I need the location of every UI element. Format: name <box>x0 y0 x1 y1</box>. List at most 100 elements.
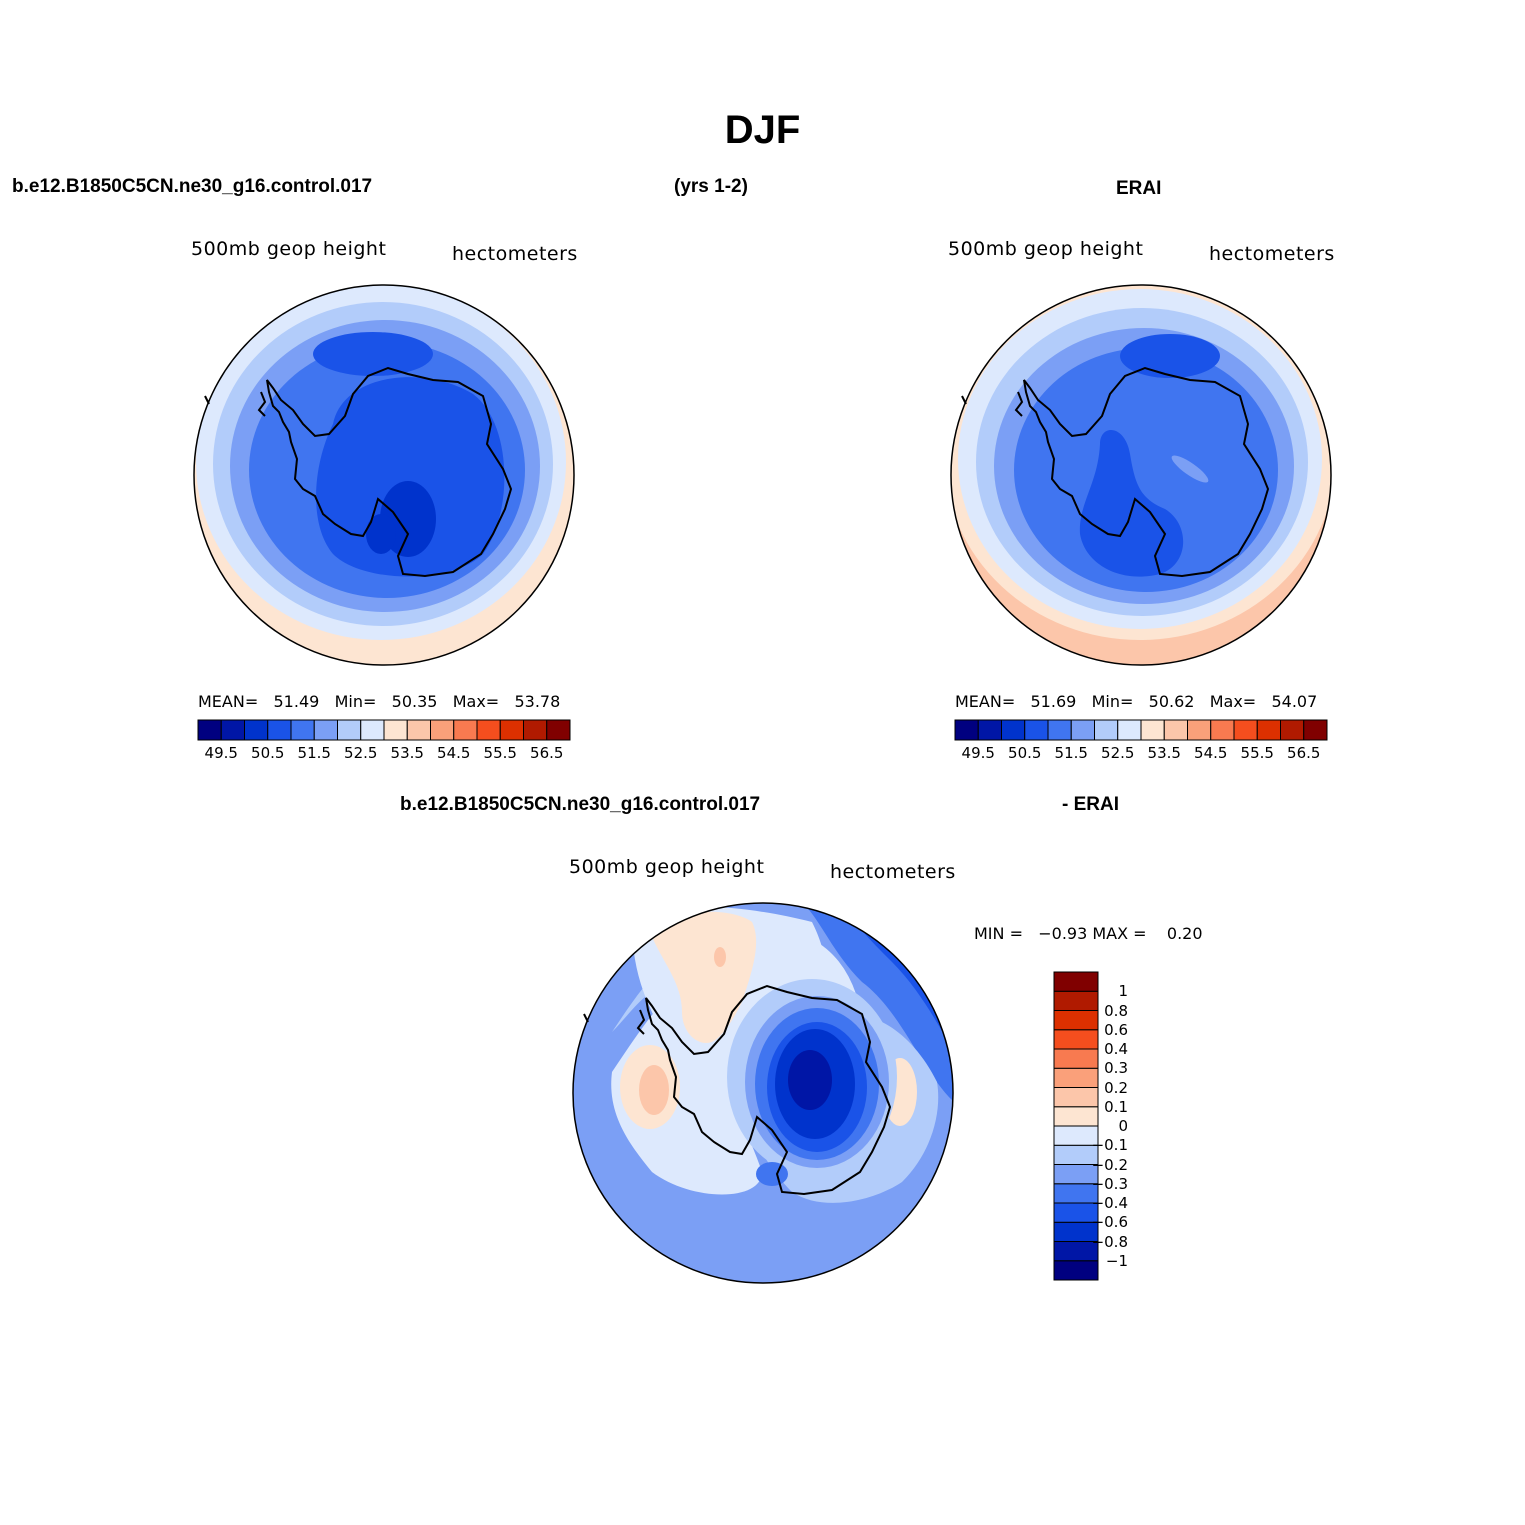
colorbar-swatch <box>1303 719 1328 741</box>
colorbar-swatch <box>1053 1048 1099 1069</box>
contour-band <box>639 1065 669 1115</box>
obs-polar-map <box>950 284 1332 666</box>
colorbar-swatch <box>1094 719 1119 741</box>
colorbar-tick-label: 51.5 <box>297 744 331 762</box>
colorbar-swatch <box>1053 1087 1099 1108</box>
model-polar-map <box>193 284 575 666</box>
min-value: 50.62 <box>1148 692 1195 711</box>
obs-units-label: hectometers <box>1209 243 1335 265</box>
colorbar-swatch <box>267 719 292 741</box>
colorbar-swatch <box>313 719 338 741</box>
max-label: Max= <box>1209 692 1257 711</box>
contour-band <box>316 377 505 577</box>
colorbar-swatch <box>1280 719 1305 741</box>
diff-variable-label: 500mb geop height <box>569 856 765 878</box>
map-border <box>193 284 575 666</box>
colorbar-tick-label: 54.5 <box>1194 744 1228 762</box>
colorbar-tick-label: −0.4 <box>1091 1194 1128 1212</box>
colorbar-tick-label: 0.3 <box>1104 1059 1128 1078</box>
colorbar-swatch <box>1053 1067 1099 1088</box>
colorbar-swatch <box>1140 719 1165 741</box>
colorbar-swatch <box>1187 719 1212 741</box>
colorbar-tick-label: 0.6 <box>1104 1020 1128 1039</box>
colorbar-swatch <box>1053 1010 1099 1031</box>
colorbar-tick-label: −0.2 <box>1091 1155 1128 1174</box>
colorbar-swatch <box>1053 1029 1099 1050</box>
colorbar-tick-label: 53.5 <box>390 744 424 762</box>
colorbar-tick-label: 50.5 <box>1008 744 1042 762</box>
diff-minmax: MIN = −0.93 MAX = 0.20 <box>974 924 1203 943</box>
case-name-header: b.e12.B1850C5CN.ne30_g16.control.017 <box>12 176 373 197</box>
colorbar-swatch <box>1053 1106 1099 1127</box>
colorbar-swatch <box>1070 719 1095 741</box>
model-units-label: hectometers <box>452 243 578 265</box>
colorbar-swatch <box>1210 719 1235 741</box>
diff-reference-header: - ERAI <box>1062 794 1119 815</box>
colorbar-tick-label: 0.4 <box>1104 1040 1128 1058</box>
colorbar-swatch <box>290 719 315 741</box>
colorbar-tick-label: 51.5 <box>1054 744 1088 762</box>
map-border <box>572 902 954 1284</box>
colorbar-swatch <box>954 719 979 741</box>
map-border <box>950 284 1332 666</box>
colorbar-swatch <box>476 719 501 741</box>
colorbar-swatch <box>1053 990 1099 1011</box>
mean-label: MEAN= <box>955 692 1016 711</box>
figure-title: DJF <box>724 108 801 152</box>
colorbar-tick-label: 1 <box>1118 982 1128 1001</box>
colorbar-tick-label: 49.5 <box>204 744 238 762</box>
mean-value: 51.69 <box>1030 692 1077 711</box>
antarctica-coastline <box>645 984 892 1196</box>
colorbar-tick-label: 49.5 <box>961 744 995 762</box>
contour-band <box>788 1050 832 1110</box>
model-colorbar-ticks: 49.5 50.5 51.5 52.5 53.5 54.5 55.5 56.5 <box>198 744 570 764</box>
colorbar-swatch <box>1053 1260 1099 1281</box>
colorbar-tick-label: 0.8 <box>1104 1001 1128 1020</box>
colorbar-tick-label: −0.3 <box>1091 1174 1128 1193</box>
colorbar-swatch <box>1117 719 1142 741</box>
antarctica-coastline <box>266 366 513 578</box>
model-colorbar <box>197 719 571 741</box>
colorbar-swatch <box>406 719 431 741</box>
colorbar-tick-label: 0 <box>1118 1117 1128 1135</box>
diff-units-label: hectometers <box>830 861 956 883</box>
diff-colorbar-ticks: −1 −0.8 −0.6 −0.4 −0.3 −0.2 −0.1 0 0.1 0.2 0.3 0.4 0… <box>1092 972 1180 1280</box>
contour-band <box>1171 455 1209 483</box>
obs-colorbar-ticks: 49.5 50.5 51.5 52.5 53.5 54.5 55.5 56.5 <box>955 744 1327 764</box>
colorbar-tick-label: 56.5 <box>1287 744 1321 762</box>
colorbar-tick-label: −0.1 <box>1091 1136 1128 1155</box>
obs-stats: MEAN= 51.69 Min= 50.62 Max= 54.07 <box>955 692 1317 711</box>
colorbar-tick-label: 56.5 <box>530 744 564 762</box>
years-header: (yrs 1-2) <box>674 176 748 197</box>
contour-band <box>313 332 433 376</box>
contour-band <box>756 1162 788 1186</box>
diff-colorbar <box>1053 971 1099 1281</box>
colorbar-swatch <box>383 719 408 741</box>
diff-case-header: b.e12.B1850C5CN.ne30_g16.control.017 <box>400 794 761 815</box>
model-variable-label: 500mb geop height <box>191 238 387 260</box>
colorbar-swatch <box>1047 719 1072 741</box>
contour-band <box>650 911 757 1043</box>
max-label: Max= <box>452 692 500 711</box>
antarctica-coastline <box>1023 366 1270 578</box>
obs-colorbar <box>954 719 1328 741</box>
colorbar-swatch <box>1233 719 1258 741</box>
reference-header: ERAI <box>1116 178 1162 199</box>
colorbar-swatch <box>523 719 548 741</box>
contour-band <box>366 514 396 554</box>
colorbar-tick-label: 54.5 <box>437 744 471 762</box>
colorbar-swatch <box>197 719 222 741</box>
contour-band <box>1079 430 1184 577</box>
colorbar-tick-label: −0.6 <box>1091 1213 1128 1232</box>
diff-polar-map <box>572 902 954 1284</box>
colorbar-swatch <box>546 719 571 741</box>
colorbar-swatch <box>499 719 524 741</box>
colorbar-tick-label: 55.5 <box>483 744 517 762</box>
obs-variable-label: 500mb geop height <box>948 238 1144 260</box>
colorbar-tick-label: −1 <box>1105 1251 1128 1270</box>
colorbar-tick-label: 50.5 <box>251 744 285 762</box>
mean-value: 51.49 <box>273 692 320 711</box>
min-label: Min= <box>334 692 377 711</box>
colorbar-swatch <box>360 719 385 741</box>
colorbar-tick-label: 52.5 <box>1101 744 1135 762</box>
